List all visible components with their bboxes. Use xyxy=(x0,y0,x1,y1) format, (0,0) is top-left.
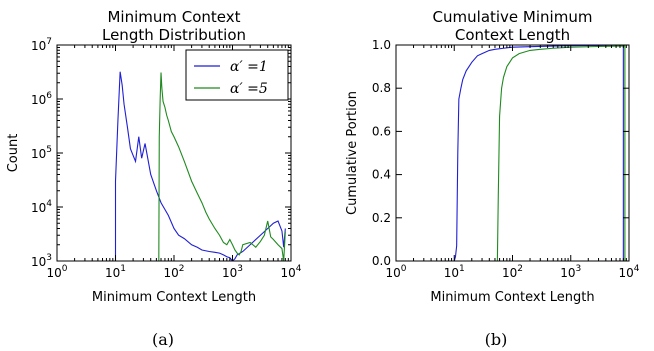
x-tick-label: 100 xyxy=(385,264,406,280)
series-line-1 xyxy=(114,71,286,261)
y-axis-label: Count xyxy=(6,134,21,173)
chart-title-line-2: Length Distribution xyxy=(102,26,246,44)
y-tick-label: 107 xyxy=(31,37,52,53)
y-tick-label: 103 xyxy=(31,253,52,269)
chart-panel-2: 100 101 102 103 104 0.0 0.2 0.4 0.6 0.8 1.0 Cumulat… xyxy=(345,8,640,349)
y-tick-label: 0.6 xyxy=(372,124,391,138)
x-tick-label: 104 xyxy=(280,264,301,280)
chart-title-line-1: Cumulative Minimum xyxy=(433,8,593,26)
x-axis-label: Minimum Context Length xyxy=(430,290,594,305)
x-tick-label: 101 xyxy=(444,264,465,280)
series-line-2 xyxy=(158,72,286,261)
y-tick-label: 105 xyxy=(31,145,52,161)
chart-title-line-2: Context Length xyxy=(455,26,570,44)
y-tick-label: 1.0 xyxy=(372,38,391,52)
x-tick-label: 103 xyxy=(560,264,581,280)
x-tick-label: 100 xyxy=(46,264,67,280)
chart-panel-1: 100 101 102 103 104 103 104 105 106 107 Minimum Co… xyxy=(6,8,302,349)
caption: (b) xyxy=(485,330,508,349)
x-tick-label: 102 xyxy=(502,264,523,280)
x-tick-label: 104 xyxy=(618,264,639,280)
y-tick-label: 106 xyxy=(31,91,52,107)
series-line-2 xyxy=(496,45,626,261)
x-tick-label: 101 xyxy=(105,264,126,280)
x-tick-label: 102 xyxy=(163,264,184,280)
x-tick-label: 103 xyxy=(222,264,243,280)
y-tick-label: 0.4 xyxy=(372,168,391,182)
caption: (a) xyxy=(152,330,174,349)
legend-label-2: α′ =5 xyxy=(230,81,268,97)
y-tick-label: 0.2 xyxy=(372,211,391,225)
x-axis-label: Minimum Context Length xyxy=(92,290,256,305)
plot-frame xyxy=(395,44,630,262)
y-tick-label: 104 xyxy=(31,199,52,215)
series-line-1 xyxy=(453,45,624,261)
y-axis-label: Cumulative Portion xyxy=(345,91,360,215)
y-tick-label: 0.8 xyxy=(372,81,391,95)
legend-label-1: α′ =1 xyxy=(230,59,268,75)
legend: α′ =1 α′ =5 xyxy=(185,49,289,101)
y-tick-label: 0.0 xyxy=(372,254,391,268)
chart-title-line-1: Minimum Context xyxy=(107,8,240,26)
legend-box xyxy=(185,49,289,101)
